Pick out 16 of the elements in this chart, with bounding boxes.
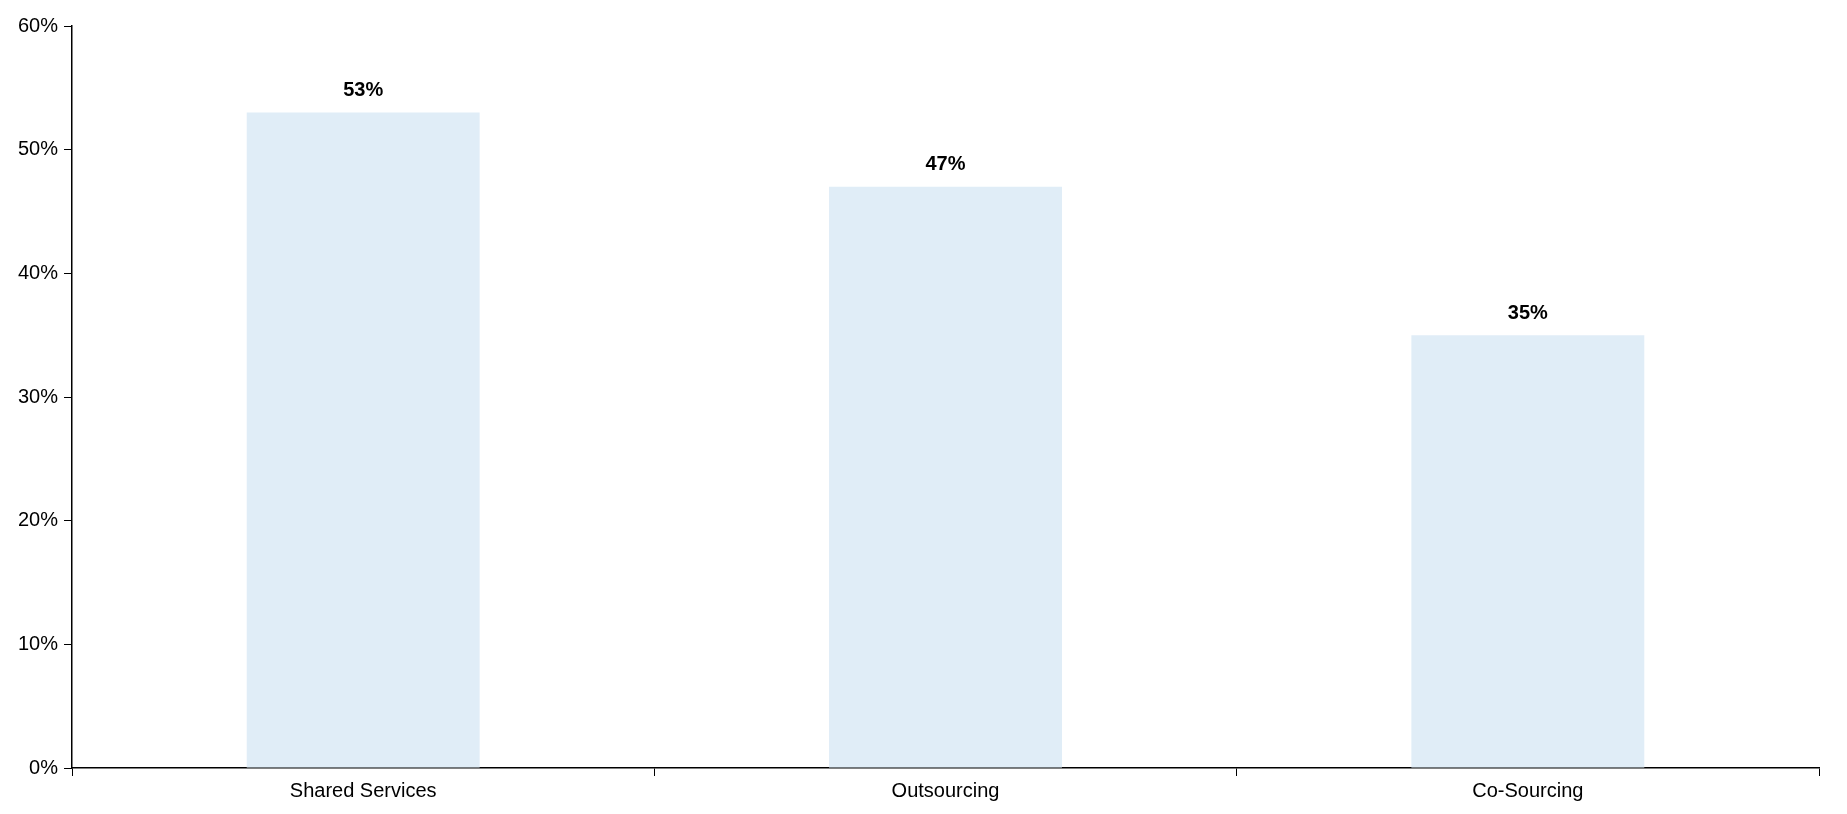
x-tick-label: Outsourcing [891, 778, 1000, 801]
y-tick-label: 10% [18, 631, 59, 654]
x-tick-label: Co-Sourcing [1472, 778, 1584, 801]
data-label: 35% [1507, 300, 1549, 323]
y-tick-label: 20% [18, 508, 59, 531]
data-label: 47% [925, 152, 966, 175]
y-tick-label: 0% [29, 755, 59, 778]
y-tick-label: 40% [18, 260, 59, 283]
bar [246, 112, 480, 768]
bar [1411, 335, 1645, 768]
y-tick-label: 50% [18, 137, 59, 160]
y-tick-label: 30% [18, 384, 59, 407]
data-label: 53% [343, 78, 384, 101]
bar [829, 186, 1062, 768]
y-tick-label: 60% [18, 13, 59, 36]
x-tick-label: Shared Services [289, 778, 437, 801]
